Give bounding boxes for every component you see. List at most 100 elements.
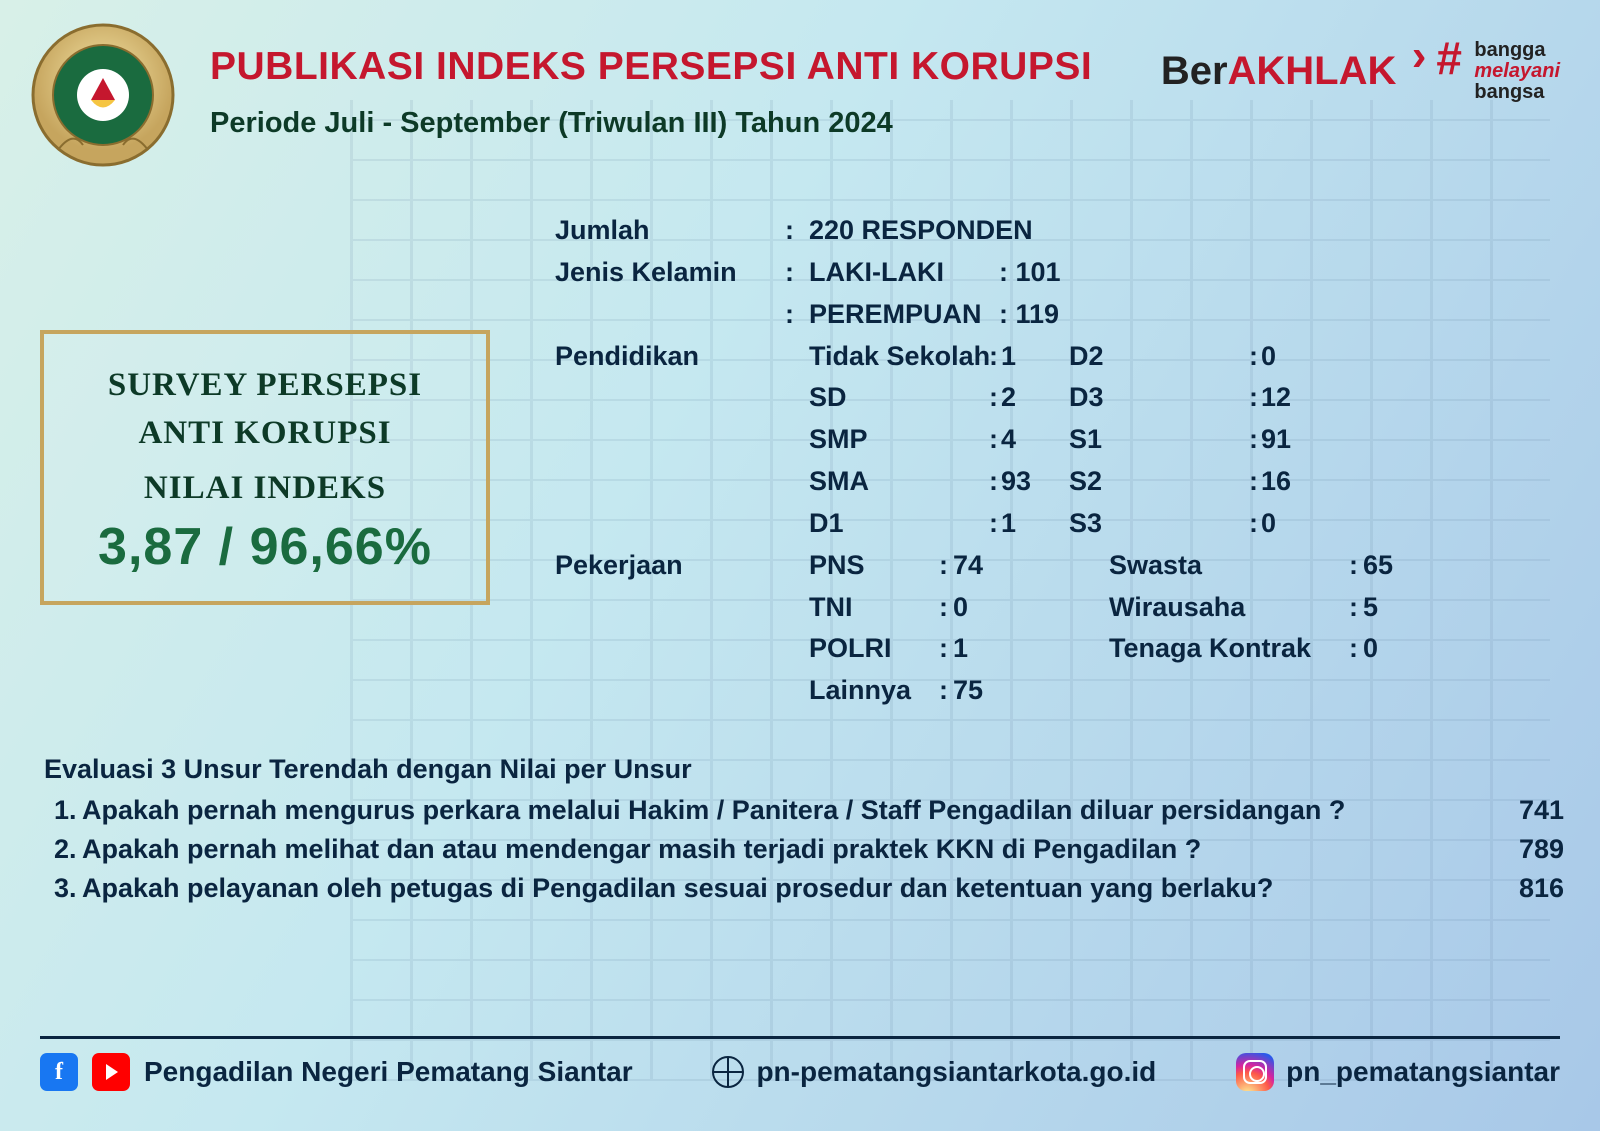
job-item: Swasta:65 bbox=[1109, 545, 1489, 587]
footer-web: pn-pematangsiantarkota.go.id bbox=[756, 1056, 1156, 1088]
edu-item: Tidak Sekolah:1 bbox=[809, 336, 1069, 378]
job-label: Pekerjaan bbox=[555, 545, 785, 712]
male-label: LAKI-LAKI bbox=[809, 252, 999, 294]
job-item: Wirausaha:5 bbox=[1109, 587, 1489, 629]
job-key: POLRI bbox=[809, 628, 939, 670]
edu-item: D2:0 bbox=[1069, 336, 1329, 378]
edu-val: 91 bbox=[1261, 419, 1321, 461]
job-item: Tenaga Kontrak:0 bbox=[1109, 628, 1489, 670]
edu-val: 2 bbox=[1001, 377, 1061, 419]
eval-number: 2. bbox=[44, 830, 82, 869]
edu-val: 12 bbox=[1261, 377, 1321, 419]
edu-key: D2 bbox=[1069, 336, 1249, 378]
job-key: TNI bbox=[809, 587, 939, 629]
female-label: PEREMPUAN bbox=[809, 294, 999, 336]
eval-row: 1.Apakah pernah mengurus perkara melalui… bbox=[44, 791, 1564, 830]
bangga-mid: melayani bbox=[1474, 61, 1560, 82]
edu-val: 16 bbox=[1261, 461, 1321, 503]
edu-item: SMA:93 bbox=[809, 461, 1069, 503]
footer-bar: f Pengadilan Negeri Pematang Siantar pn-… bbox=[40, 1036, 1560, 1091]
job-key: Tenaga Kontrak bbox=[1109, 628, 1349, 670]
court-emblem-logo bbox=[28, 20, 178, 170]
eval-question: Apakah pelayanan oleh petugas di Pengadi… bbox=[82, 869, 1464, 908]
youtube-icon bbox=[92, 1053, 130, 1091]
main-title: PUBLIKASI INDEKS PERSEPSI ANTI KORUPSI bbox=[210, 45, 1092, 89]
job-val: 75 bbox=[953, 670, 1013, 712]
index-score-box: SURVEY PERSEPSI ANTI KORUPSI NILAI INDEK… bbox=[40, 330, 490, 605]
eval-question: Apakah pernah melihat dan atau mendengar… bbox=[82, 830, 1464, 869]
eval-score: 741 bbox=[1464, 791, 1564, 830]
job-item: POLRI:1 bbox=[809, 628, 1109, 670]
edu-item: D3:12 bbox=[1069, 377, 1329, 419]
eval-title: Evaluasi 3 Unsur Terendah dengan Nilai p… bbox=[44, 750, 1564, 789]
edu-key: S1 bbox=[1069, 419, 1249, 461]
job-val: 74 bbox=[953, 545, 1013, 587]
evaluation-block: Evaluasi 3 Unsur Terendah dengan Nilai p… bbox=[44, 750, 1564, 909]
edu-val: 1 bbox=[1001, 503, 1061, 545]
edu-key: D1 bbox=[809, 503, 989, 545]
edu-key: S3 bbox=[1069, 503, 1249, 545]
bangga-logo: bangga melayani bangsa bbox=[1440, 40, 1560, 103]
period-subtitle: Periode Juli - September (Triwulan III) … bbox=[210, 107, 1092, 140]
edu-key: Tidak Sekolah bbox=[809, 336, 989, 378]
edu-item: D1:1 bbox=[809, 503, 1069, 545]
index-value: 3,87 / 96,66% bbox=[62, 517, 468, 577]
job-key: Lainnya bbox=[809, 670, 939, 712]
edu-key: SD bbox=[809, 377, 989, 419]
eval-question: Apakah pernah mengurus perkara melalui H… bbox=[82, 791, 1464, 830]
edu-item: S2:16 bbox=[1069, 461, 1329, 503]
job-column-2: Swasta:65Wirausaha:5Tenaga Kontrak:0 bbox=[1109, 545, 1489, 712]
male-value: 101 bbox=[1016, 252, 1096, 294]
gender-label: Jenis Kelamin bbox=[555, 252, 785, 294]
edu-val: 0 bbox=[1261, 503, 1321, 545]
edu-column-2: D2:0D3:12S1:91S2:16S3:0 bbox=[1069, 336, 1329, 545]
job-val: 65 bbox=[1363, 545, 1423, 587]
index-heading: SURVEY PERSEPSI ANTI KORUPSI bbox=[62, 362, 468, 458]
edu-item: SD:2 bbox=[809, 377, 1069, 419]
job-val: 5 bbox=[1363, 587, 1423, 629]
bangga-top: bangga bbox=[1474, 39, 1545, 61]
facebook-icon: f bbox=[40, 1053, 78, 1091]
job-key: Wirausaha bbox=[1109, 587, 1349, 629]
edu-val: 0 bbox=[1261, 336, 1321, 378]
eval-row: 2.Apakah pernah melihat dan atau mendeng… bbox=[44, 830, 1564, 869]
eval-number: 1. bbox=[44, 791, 82, 830]
edu-key: S2 bbox=[1069, 461, 1249, 503]
instagram-icon bbox=[1236, 1053, 1274, 1091]
edu-column-1: Tidak Sekolah:1SD:2SMP:4SMA:93D1:1 bbox=[809, 336, 1069, 545]
edu-key: D3 bbox=[1069, 377, 1249, 419]
berakhlak-logo: BerAKHLAK bbox=[1161, 49, 1421, 94]
footer-org: Pengadilan Negeri Pematang Siantar bbox=[144, 1056, 633, 1088]
job-val: 0 bbox=[953, 587, 1013, 629]
eval-score: 816 bbox=[1464, 869, 1564, 908]
edu-label: Pendidikan bbox=[555, 336, 785, 545]
jumlah-value: 220 RESPONDEN bbox=[809, 210, 1555, 252]
brand-akhlak: AKHLAK bbox=[1228, 49, 1397, 93]
respondent-data: Jumlah : 220 RESPONDEN Jenis Kelamin : L… bbox=[555, 210, 1555, 712]
edu-key: SMP bbox=[809, 419, 989, 461]
job-val: 1 bbox=[953, 628, 1013, 670]
bangga-bot: bangsa bbox=[1474, 81, 1544, 103]
title-block: PUBLIKASI INDEKS PERSEPSI ANTI KORUPSI P… bbox=[210, 45, 1092, 140]
job-column-1: PNS:74TNI:0POLRI:1Lainnya:75 bbox=[809, 545, 1109, 712]
job-item: TNI:0 bbox=[809, 587, 1109, 629]
eval-number: 3. bbox=[44, 869, 82, 908]
job-key: PNS bbox=[809, 545, 939, 587]
jumlah-label: Jumlah bbox=[555, 210, 785, 252]
brand-logos: BerAKHLAK bangga melayani bangsa bbox=[1161, 40, 1560, 103]
job-val: 0 bbox=[1363, 628, 1423, 670]
globe-icon bbox=[712, 1056, 744, 1088]
job-item: PNS:74 bbox=[809, 545, 1109, 587]
index-label: NILAI INDEKS bbox=[62, 470, 468, 507]
edu-item: SMP:4 bbox=[809, 419, 1069, 461]
female-value: 119 bbox=[1016, 294, 1096, 336]
footer-ig: pn_pematangsiantar bbox=[1286, 1056, 1560, 1088]
job-key: Swasta bbox=[1109, 545, 1349, 587]
eval-score: 789 bbox=[1464, 830, 1564, 869]
edu-item: S1:91 bbox=[1069, 419, 1329, 461]
brand-ber: Ber bbox=[1161, 49, 1228, 93]
edu-key: SMA bbox=[809, 461, 989, 503]
edu-item: S3:0 bbox=[1069, 503, 1329, 545]
edu-val: 1 bbox=[1001, 336, 1061, 378]
job-item: Lainnya:75 bbox=[809, 670, 1109, 712]
